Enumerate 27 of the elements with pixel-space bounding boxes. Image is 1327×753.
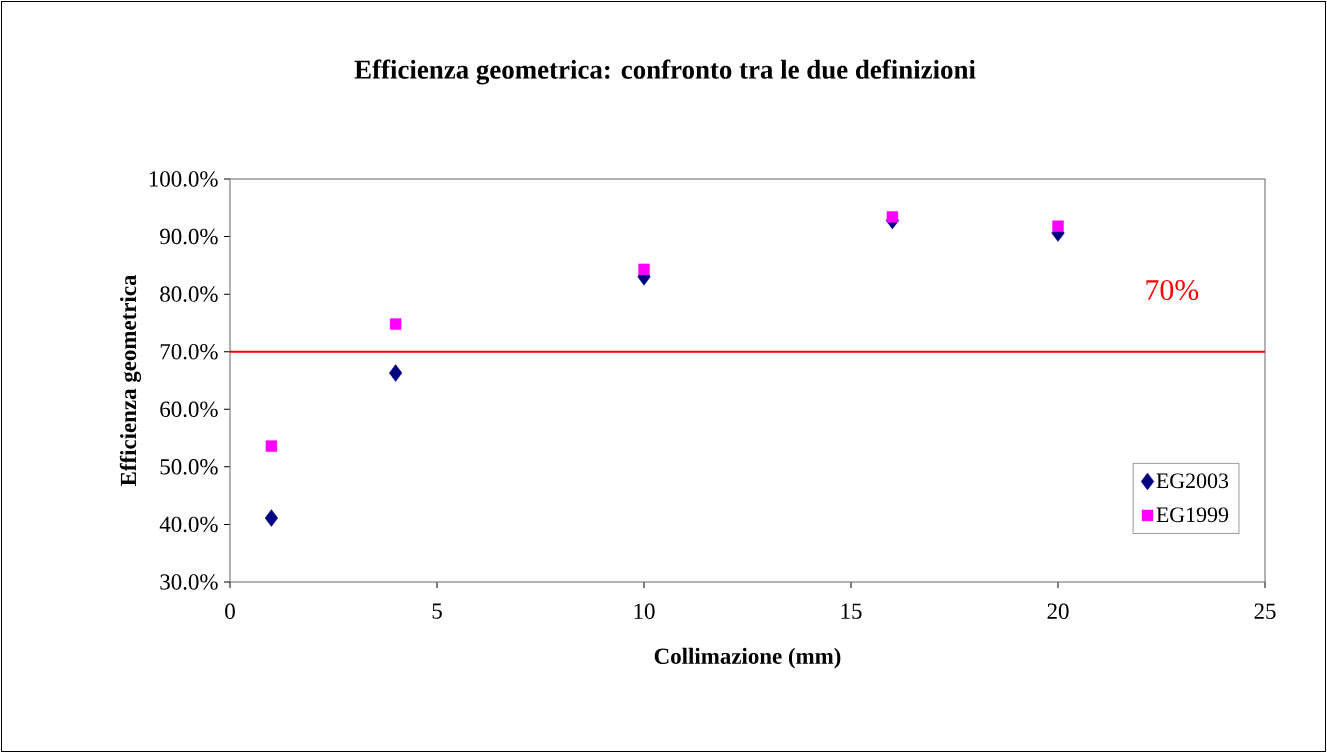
legend-label: EG1999 — [1156, 507, 1229, 523]
legend-label: EG2003 — [1156, 473, 1229, 489]
point — [638, 263, 650, 276]
y-tick-label: 90.0% — [160, 228, 218, 245]
x-tick-label: 0 — [225, 603, 235, 619]
y-tick-label: 100.0% — [149, 171, 218, 187]
point — [886, 211, 899, 223]
y-tick-label: 40.0% — [159, 516, 218, 533]
ref-line-label: 70% — [1146, 279, 1199, 301]
x-tick-label: 20 — [1047, 603, 1069, 619]
x-tick-label: 5 — [432, 603, 442, 619]
y-tick-label: 70.0% — [160, 343, 218, 360]
y-tick-label: 30.0% — [160, 574, 218, 590]
point — [264, 509, 278, 527]
x-axis-title: Collimazione (mm) — [654, 647, 841, 669]
chart-title: Efficienza geometrica: confronto tra le due definizioni — [354, 59, 976, 85]
y-tick-label: 50.0% — [160, 459, 218, 475]
y-axis-title: Efficienza geometrica — [119, 274, 141, 487]
point — [265, 440, 278, 452]
y-tick-label: 60.0% — [160, 401, 218, 418]
x-tick-label: 25 — [1254, 603, 1276, 619]
y-tick-label: 80.0% — [160, 286, 218, 302]
x-tick-label: 15 — [841, 603, 862, 619]
x-tick-label: 10 — [634, 603, 655, 619]
point — [389, 364, 403, 382]
point — [389, 318, 402, 330]
point — [1052, 220, 1064, 232]
